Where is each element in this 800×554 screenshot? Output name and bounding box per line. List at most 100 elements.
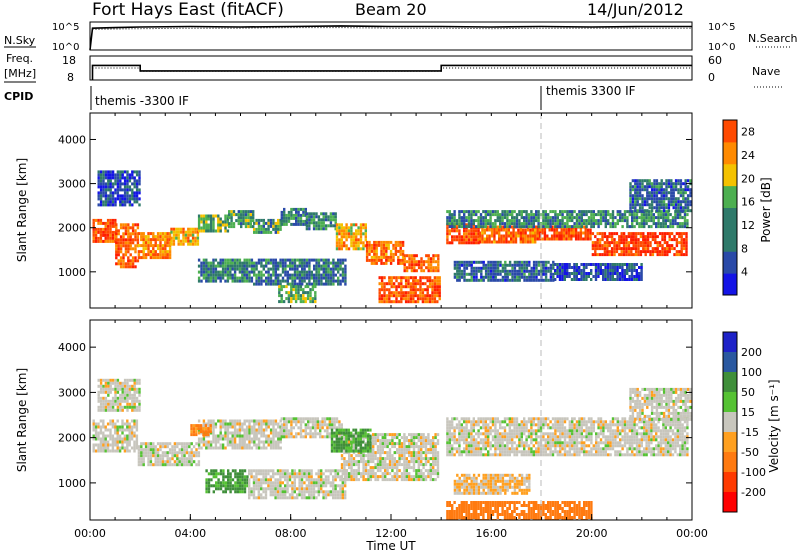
power-cell <box>602 210 605 214</box>
power-cell <box>568 275 571 278</box>
velocity-cell <box>236 428 239 432</box>
power-cell <box>604 216 607 220</box>
power-cell <box>335 229 339 233</box>
power-cell <box>674 209 678 213</box>
power-cell <box>419 291 422 295</box>
power-cell <box>682 194 685 198</box>
power-cell <box>334 267 337 271</box>
velocity-cell <box>197 446 201 450</box>
power-cell <box>291 276 294 280</box>
power-colorbar-tick: 20 <box>741 172 755 185</box>
power-cell <box>686 197 690 201</box>
power-cell <box>638 194 642 198</box>
power-cell <box>182 236 185 240</box>
power-cell <box>436 279 439 283</box>
power-cell <box>126 170 129 174</box>
power-cell <box>494 213 497 217</box>
power-cell <box>615 241 619 245</box>
velocity-cell <box>144 442 148 446</box>
power-cell <box>172 227 176 231</box>
power-cell <box>549 225 552 229</box>
power-cell <box>325 276 328 280</box>
power-cell <box>433 279 437 283</box>
velocity-cell <box>408 475 411 479</box>
power-cell <box>475 229 478 233</box>
power-cell <box>659 210 663 214</box>
velocity-cell <box>137 463 141 467</box>
power-cell <box>345 244 348 248</box>
power-cell <box>426 285 429 289</box>
power-cell <box>638 197 642 201</box>
power-cell <box>403 260 406 264</box>
velocity-cell <box>197 440 201 444</box>
power-cell <box>397 261 400 265</box>
power-cell <box>320 282 323 286</box>
power-cell <box>329 215 333 219</box>
power-cell <box>253 230 256 234</box>
power-cell <box>380 282 384 286</box>
velocity-cell <box>357 466 360 470</box>
power-cell <box>338 241 341 245</box>
velocity-cell <box>427 448 430 452</box>
velocity-cell <box>265 425 268 429</box>
power-cell <box>147 250 150 254</box>
power-cell <box>558 278 562 281</box>
power-cell <box>498 240 501 244</box>
beam-title: Beam 20 <box>355 0 427 19</box>
power-cell <box>97 236 100 240</box>
velocity-cell <box>360 472 363 476</box>
power-cell <box>496 216 499 220</box>
power-cell <box>601 244 604 248</box>
power-cell <box>675 232 679 236</box>
velocity-cell <box>185 457 189 461</box>
power-cell <box>106 239 110 243</box>
velocity-cell <box>287 432 291 436</box>
velocity-cell <box>97 449 100 453</box>
power-cell <box>526 228 530 232</box>
power-cell <box>409 288 413 292</box>
power-cell <box>359 223 363 227</box>
power-cell <box>556 222 559 226</box>
freq-label: Freq. <box>6 52 33 65</box>
power-cell <box>513 222 516 226</box>
power-cell <box>317 276 321 280</box>
velocity-cell <box>114 422 117 426</box>
power-cell <box>412 282 415 286</box>
power-cell <box>580 213 583 217</box>
power-cell <box>426 276 429 280</box>
velocity-cell <box>133 434 136 438</box>
power-cell <box>131 256 135 260</box>
power-cell <box>534 234 537 238</box>
power-cell <box>649 250 652 254</box>
power-cell <box>355 235 358 239</box>
velocity-cell <box>299 429 303 433</box>
velocity-cell <box>156 448 160 452</box>
nave-label: Nave <box>752 65 780 78</box>
power-cell <box>308 261 311 265</box>
power-cell <box>531 234 534 238</box>
power-cell <box>370 261 374 265</box>
power-cell <box>209 223 213 227</box>
power-cell <box>635 222 639 226</box>
velocity-cell <box>94 428 98 432</box>
velocity-cell <box>185 451 189 455</box>
velocity-cell <box>388 451 392 455</box>
power-cell <box>343 244 346 248</box>
power-cell <box>344 270 347 274</box>
power-cell <box>658 200 661 204</box>
velocity-cell <box>350 475 353 479</box>
velocity-cell <box>104 440 107 444</box>
velocity-cell <box>400 475 404 479</box>
power-cell <box>616 278 619 281</box>
power-cell <box>249 225 252 229</box>
power-cell <box>166 241 169 245</box>
power-cell <box>432 266 435 270</box>
power-cell <box>591 232 595 236</box>
velocity-cell <box>226 422 230 426</box>
velocity-cell <box>238 419 242 423</box>
power-cell <box>320 279 323 283</box>
velocity-cell <box>429 451 432 455</box>
power-cell <box>460 238 463 242</box>
power-cell <box>665 182 668 186</box>
power-cell <box>253 273 256 277</box>
